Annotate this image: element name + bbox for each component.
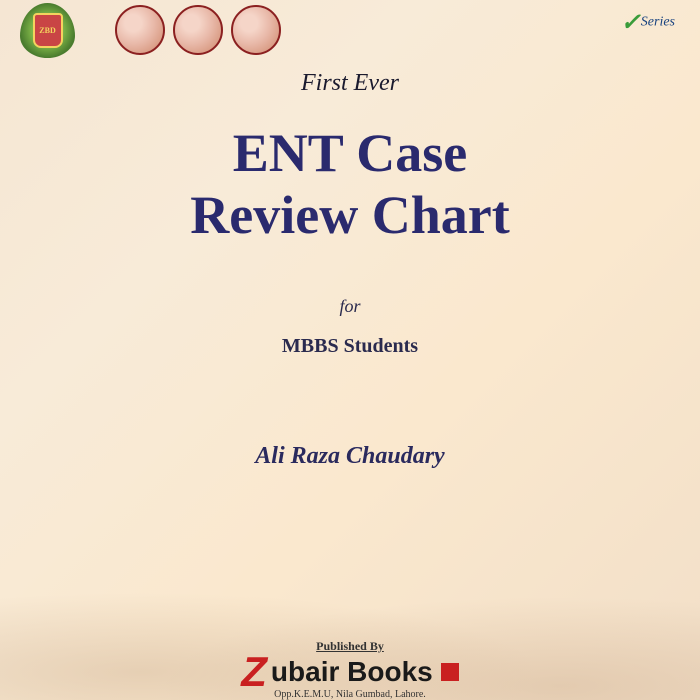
published-by-label: Published By (0, 639, 700, 654)
red-square-icon (441, 663, 459, 681)
publisher-name: Zubair Books (241, 656, 458, 688)
checkmark-icon: ✓ (621, 10, 641, 36)
publisher-name-text: ubair Books (271, 656, 433, 688)
nose-image-icon (173, 5, 223, 55)
title-line-1: ENT Case (0, 122, 700, 184)
medical-image-circles (115, 5, 281, 55)
series-brand: ✓Series (621, 8, 675, 37)
title-line-2: Review Chart (0, 184, 700, 246)
header-bar: ZBD ✓Series (0, 0, 700, 60)
institution-logo: ZBD (20, 3, 75, 58)
author-name: Ali Raza Chaudary (0, 443, 700, 470)
logo-badge-text: ZBD (33, 13, 63, 48)
publisher-address: Opp.K.E.M.U, Nila Gumbad, Lahore. (0, 689, 700, 700)
for-label: for (0, 296, 700, 317)
cover-content: First Ever ENT Case Review Chart for MBB… (0, 0, 700, 470)
publisher-section: Published By Zubair Books Opp.K.E.M.U, N… (0, 639, 700, 700)
ear-image-icon (115, 5, 165, 55)
throat-image-icon (231, 5, 281, 55)
series-label: Series (641, 15, 675, 30)
main-title: ENT Case Review Chart (0, 122, 700, 246)
publisher-z-icon: Z (241, 657, 267, 686)
tagline: First Ever (0, 70, 700, 97)
audience-text: MBBS Students (0, 335, 700, 358)
